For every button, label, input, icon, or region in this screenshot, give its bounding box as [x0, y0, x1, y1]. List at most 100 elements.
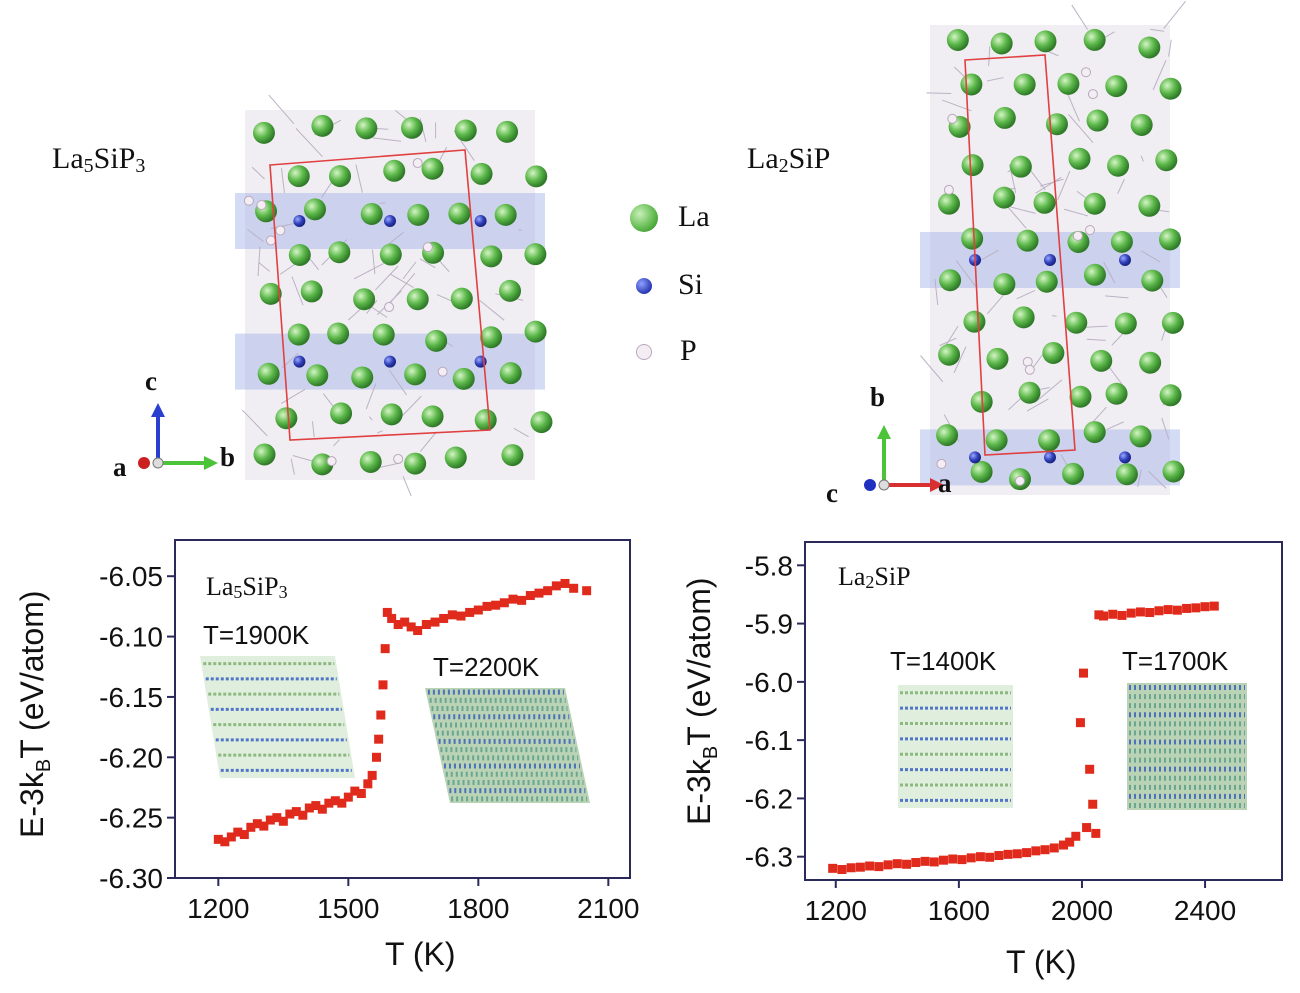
chart-1-data-point-30 [382, 607, 392, 617]
chart-2-xlabel: T (K) [1006, 944, 1077, 980]
la5sip3-bond-19 [513, 427, 529, 438]
chart-1-data-point-7 [259, 821, 269, 831]
la2sip-bond-52 [1140, 155, 1144, 162]
chart-1-xlabel: T (K) [385, 936, 456, 972]
la2sip-bond-30 [1103, 261, 1116, 284]
la2sip-origin [878, 479, 890, 491]
la2sip-la-atom-39 [1161, 311, 1184, 334]
chart-1-data-point-44 [491, 600, 501, 610]
la5sip3-la-atom-26 [353, 288, 376, 311]
chart-2-data-point-21 [1022, 848, 1032, 858]
la5sip3-origin [152, 457, 164, 469]
chart-1-data-point-18 [330, 796, 340, 806]
chart-2-data-point-47 [1209, 601, 1219, 611]
chart-1-data-point-4 [239, 830, 249, 840]
chart-2-ytick-label-4: -6.2 [745, 783, 793, 814]
chart-1-inset-snapshot-1 [200, 656, 355, 778]
la2sip-bond-21 [1137, 469, 1142, 487]
chart-2-data-point-13 [948, 854, 958, 864]
la2sip-la-atom-24 [1138, 194, 1161, 217]
chart-1-data-point-0 [213, 834, 223, 844]
la5sip3-si-atom-0-2 [474, 215, 487, 227]
la5sip3-si-atom-0-1 [384, 215, 396, 227]
chart-1-data-point-29 [380, 644, 390, 654]
la2sip-la-atom-41 [986, 347, 1009, 370]
la5sip3-crystal [235, 94, 553, 497]
chart-2-data-point-43 [1172, 605, 1182, 615]
la5sip3-bond-55 [479, 299, 505, 321]
chart-1-data-point-16 [317, 804, 327, 814]
chart-1-data-point-12 [291, 807, 301, 817]
la5sip3-la-atom-1 [311, 114, 334, 137]
la2sip-la-atom-38 [1114, 312, 1137, 335]
chart-1-data-point-42 [473, 605, 483, 615]
la5sip3-la-atom-46 [474, 409, 497, 432]
chart-1-data-point-38 [439, 613, 449, 623]
chart-2-data-point-34 [1094, 610, 1104, 620]
chart-2-data-point-6 [883, 860, 893, 870]
chart-1-data-point-49 [534, 588, 544, 598]
la5sip3-p-atom-1 [326, 456, 337, 467]
chart-2-data-point-11 [929, 857, 939, 867]
la2sip-si-atom-0-1 [1044, 254, 1056, 266]
la5sip3-la-atom-51 [404, 452, 427, 475]
si-legend-label: Si [678, 268, 704, 301]
la5sip3-bond-53 [333, 439, 340, 447]
chart-1-data-point-31 [387, 613, 397, 623]
crystal-structures-canvas [138, 0, 1186, 497]
chart-2-data-point-41 [1154, 606, 1164, 616]
la2sip-p-atom-9 [1072, 230, 1083, 241]
la2sip-la-atom-29 [1158, 228, 1181, 251]
la2sip-la-atom-21 [993, 186, 1016, 209]
la5sip3-axis-triad [138, 403, 218, 470]
la2sip-p-atom-7 [943, 184, 954, 195]
la2sip-bond-19 [1026, 398, 1049, 412]
chart-1-data-point-22 [356, 789, 366, 798]
la5sip3-la-atom-42 [275, 407, 298, 430]
chart-1-data-point-25 [372, 752, 381, 762]
chart-1-data-point-53 [569, 583, 579, 593]
chart-2-ytick-label-5: -6.3 [745, 842, 793, 873]
chart-2-data-point-20 [1012, 849, 1022, 859]
chart-2-data-point-29 [1079, 668, 1089, 678]
chart-1-xtick-label-2: 1800 [447, 893, 509, 924]
axis-b-label-1: b [220, 442, 236, 472]
la5sip3-bond-31 [247, 228, 264, 242]
chart-1-data-point-37 [430, 617, 440, 627]
la2sip-la-atom-9 [1159, 77, 1182, 100]
la5sip3-la-atom-25 [300, 280, 323, 303]
la5sip3-la-atom-43 [330, 402, 353, 425]
la5sip3-bond-47 [390, 273, 414, 289]
la2sip-la-atom-1 [990, 32, 1013, 55]
chart-2-data-point-7 [892, 859, 902, 869]
la-legend-swatch [630, 204, 658, 232]
chart-1-ytick-label-3: -6.20 [99, 742, 163, 773]
la2sip-la-atom-4 [1138, 36, 1161, 59]
chart-1-data-point-10 [278, 816, 288, 826]
la5sip3-bond-29 [400, 395, 422, 418]
la5sip3-la-atom-50 [359, 450, 382, 473]
la2sip-la-atom-6 [1013, 73, 1036, 96]
chart-2-ytick-label-3: -6.1 [745, 725, 793, 756]
la2sip-la-atom-44 [1139, 351, 1162, 374]
la2sip-la-atom-49 [1159, 384, 1182, 407]
la5sip3-up-arrowhead [151, 403, 165, 417]
la2sip-la-atom-40 [938, 343, 961, 366]
chart-2-data-point-18 [994, 851, 1004, 861]
la2sip-la-atom-34 [1141, 269, 1164, 292]
la2sip-bond-29 [955, 260, 976, 287]
chart-1-data-point-54 [582, 586, 592, 596]
chart-1-data-point-23 [363, 779, 373, 789]
chart-2-inset-snapshot-1 [898, 685, 1013, 808]
la2sip-p-atom-4 [1087, 89, 1098, 100]
chart-2-data-point-30 [1082, 823, 1092, 833]
la5sip3-la-atom-34 [480, 326, 503, 349]
la5sip3-la-atom-8 [383, 159, 406, 182]
la2sip-bond-2 [1027, 167, 1046, 191]
la2sip-bond-57 [1035, 176, 1062, 194]
la2sip-bond-51 [1161, 417, 1170, 440]
chart-1-data-point-6 [252, 819, 262, 829]
chart-2-ytick-label-0: -5.8 [745, 550, 793, 581]
la5sip3-bond-39 [371, 249, 376, 274]
chart-2-inset-label-2: T=1700K [1122, 646, 1229, 676]
